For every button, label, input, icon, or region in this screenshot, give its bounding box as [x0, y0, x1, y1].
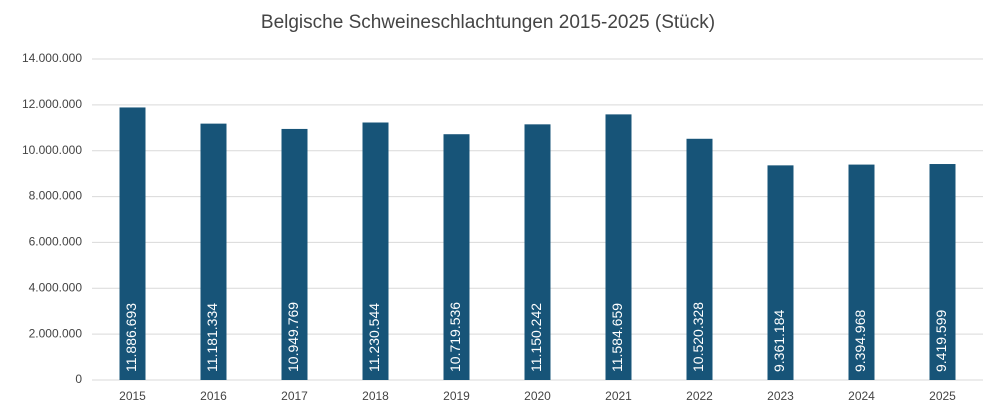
- y-tick-label: 12.000.000: [22, 97, 82, 111]
- bar: [605, 114, 632, 381]
- x-tick-label: 2016: [200, 389, 227, 403]
- x-tick-label: 2022: [686, 389, 713, 403]
- x-tick-label: 2019: [443, 389, 470, 403]
- bar: [119, 107, 146, 380]
- value-label: 10.719.536: [447, 302, 463, 372]
- x-tick-label: 2024: [848, 389, 875, 403]
- y-tick-label: 14.000.000: [22, 51, 82, 65]
- bar: [200, 123, 227, 380]
- x-tick-label: 2023: [767, 389, 794, 403]
- x-tick-label: 2021: [605, 389, 632, 403]
- bar: [524, 124, 551, 380]
- value-label: 11.584.659: [609, 303, 625, 372]
- bar: [686, 138, 713, 380]
- y-tick-label: 0: [75, 372, 82, 386]
- x-tick-label: 2025: [929, 389, 956, 403]
- y-tick-label: 2.000.000: [29, 326, 83, 340]
- value-label: 11.230.544: [366, 303, 382, 372]
- bar: [929, 164, 956, 380]
- bar: [362, 122, 389, 381]
- value-label: 10.520.328: [690, 302, 706, 372]
- value-label: 9.419.599: [933, 310, 949, 372]
- y-tick-label: 4.000.000: [29, 280, 83, 294]
- chart-title: Belgische Schweineschlachtungen 2015-202…: [261, 12, 715, 33]
- value-label: 9.394.968: [852, 310, 868, 372]
- x-tick-label: 2020: [524, 389, 551, 403]
- value-label: 9.361.184: [771, 310, 787, 372]
- y-tick-label: 10.000.000: [22, 143, 82, 157]
- bar: [848, 164, 875, 380]
- value-label: 10.949.769: [285, 302, 301, 372]
- bar: [767, 165, 794, 380]
- x-tick-label: 2018: [362, 389, 389, 403]
- x-tick-label: 2017: [281, 389, 308, 403]
- bar: [443, 134, 470, 380]
- value-label: 11.886.693: [123, 303, 139, 372]
- value-label: 11.181.334: [204, 303, 220, 372]
- bar: [281, 128, 308, 380]
- x-tick-label: 2015: [119, 389, 146, 403]
- value-label: 11.150.242: [528, 303, 544, 372]
- y-tick-label: 6.000.000: [29, 235, 83, 249]
- y-tick-label: 8.000.000: [29, 189, 83, 203]
